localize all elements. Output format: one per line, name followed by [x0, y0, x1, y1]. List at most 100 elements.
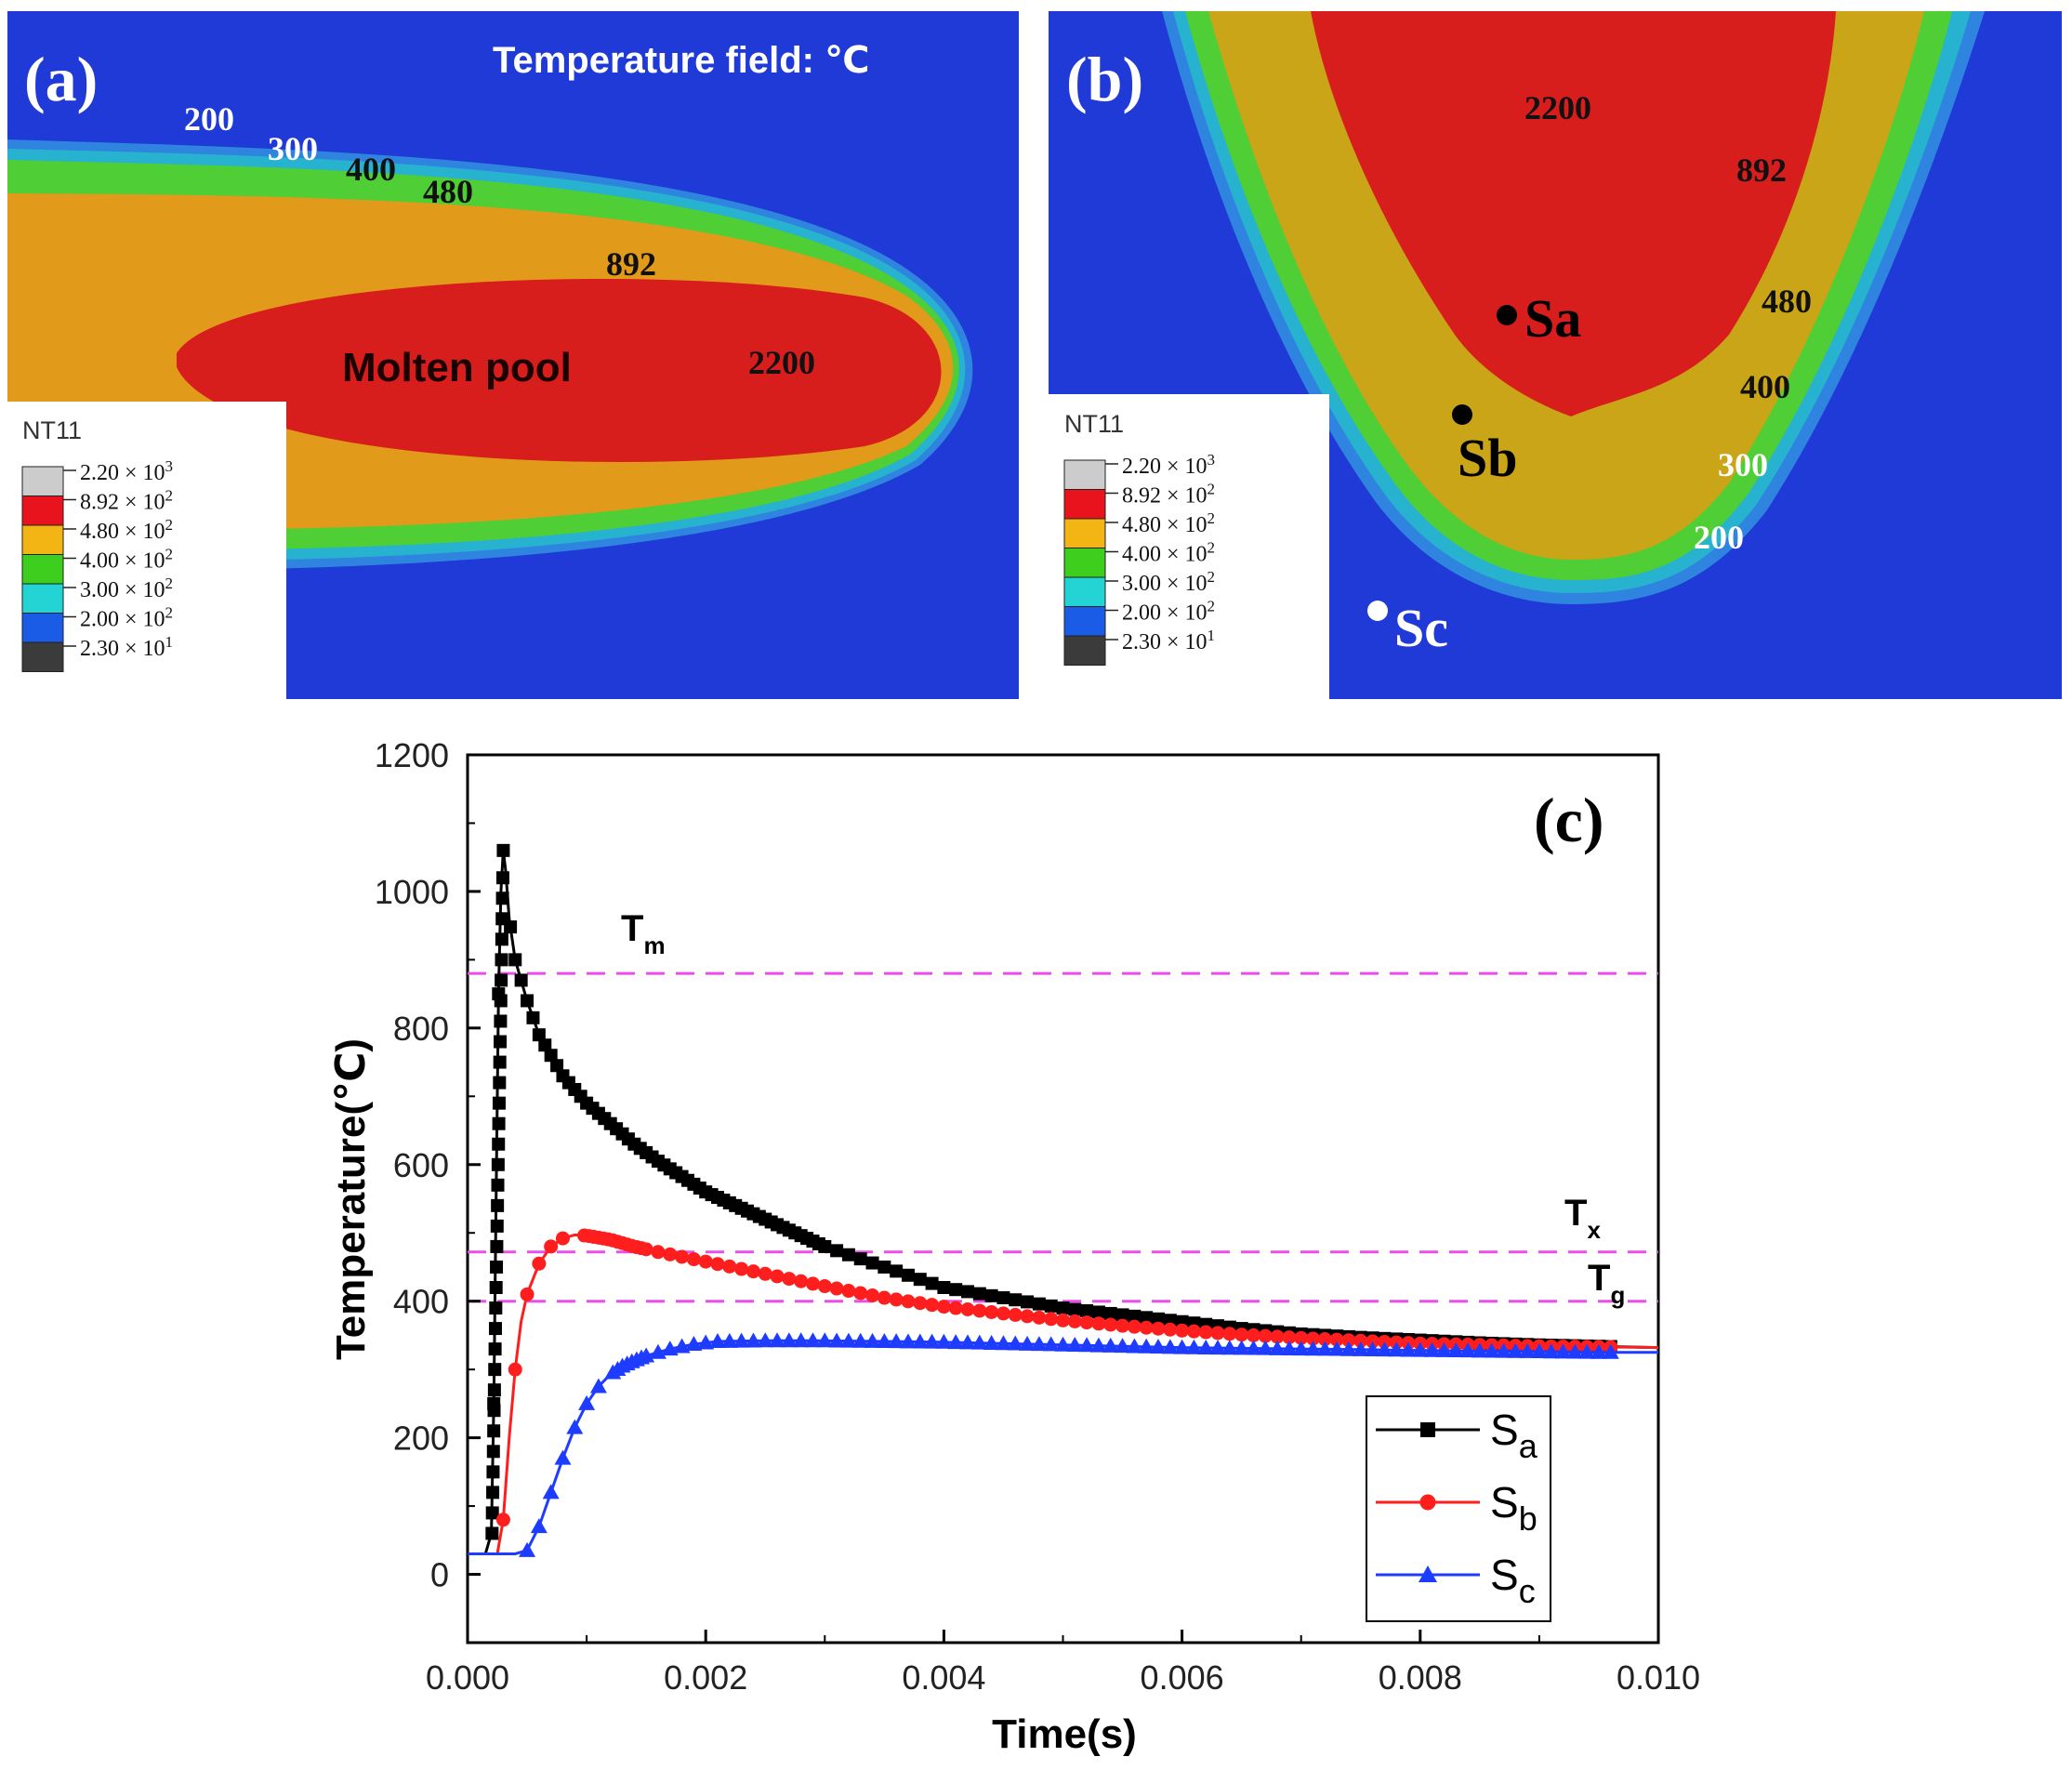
series-marker-sb [817, 1279, 832, 1294]
series-marker-sc [1114, 1338, 1131, 1354]
series-marker-sa [841, 1248, 855, 1261]
series-marker-sb [651, 1245, 666, 1260]
series-marker-sc [1364, 1341, 1381, 1356]
legend-b-swatch [1063, 548, 1106, 578]
molten-pool-b [1311, 11, 1836, 416]
panel-a-contour-300: 300 [268, 130, 318, 167]
series-marker-sc [1161, 1339, 1179, 1354]
series-marker-sa [1068, 1302, 1082, 1316]
legend-b-swatch [1063, 576, 1106, 607]
series-marker-sa [491, 1157, 505, 1171]
series-marker-sb [1282, 1330, 1297, 1345]
series-marker-sb [698, 1254, 713, 1269]
legend-a-swatch [21, 495, 64, 526]
series-marker-sa [878, 1260, 891, 1274]
panel-a-label: (a) [24, 44, 98, 114]
series-marker-sb [1008, 1307, 1023, 1322]
series-marker-sb [984, 1304, 999, 1319]
panel-b-contour-300: 300 [1718, 446, 1768, 483]
panel-b-contour-200: 200 [1694, 519, 1744, 556]
series-marker-sc [1388, 1341, 1406, 1357]
series-marker-sc [1328, 1341, 1346, 1356]
series-marker-sa [818, 1239, 832, 1253]
series-marker-sc [554, 1449, 572, 1465]
series-marker-sa [491, 1198, 505, 1212]
series-marker-sa [492, 1096, 506, 1110]
series-marker-sa [521, 994, 534, 1008]
series-marker-sc [1423, 1341, 1441, 1357]
chart-legend-marker-sa [1420, 1422, 1435, 1437]
series-marker-sa [508, 953, 522, 967]
series-marker-sa [495, 912, 509, 926]
series-marker-sc [589, 1378, 607, 1394]
series-marker-sa [532, 1028, 546, 1042]
series-marker-sb [1198, 1325, 1213, 1340]
series-marker-sb [1341, 1333, 1356, 1348]
series-marker-sa [526, 1010, 540, 1024]
series-marker-sc [959, 1334, 977, 1350]
series-marker-sb [889, 1292, 904, 1307]
series-marker-sb [960, 1302, 975, 1317]
legend-a-swatch [21, 641, 64, 672]
series-marker-sa [1140, 1311, 1154, 1325]
series-marker-sc [1578, 1343, 1596, 1359]
legend-b-swatch [1063, 459, 1106, 490]
series-marker-sb [1044, 1312, 1059, 1327]
series-marker-sc [661, 1341, 679, 1356]
series-marker-sa [492, 1137, 506, 1151]
series-marker-sb [1175, 1323, 1190, 1338]
x-tick-label: 0.008 [1379, 1658, 1462, 1697]
series-marker-sc [899, 1333, 917, 1349]
series-marker-sc [1173, 1339, 1191, 1354]
series-marker-sc [1019, 1335, 1036, 1351]
series-marker-sb [901, 1294, 916, 1309]
x-tick-label: 0.006 [1141, 1658, 1224, 1697]
series-marker-sc [1507, 1342, 1524, 1358]
series-marker-sc [1376, 1341, 1393, 1357]
legend-a-entry-label: 4.00 × 102 [80, 546, 173, 574]
series-marker-sa [925, 1276, 939, 1290]
legend-b-entry-label: 2.00 × 102 [1122, 598, 1215, 626]
series-marker-sb [1294, 1330, 1309, 1345]
series-marker-sc [1519, 1342, 1537, 1358]
point-sa-marker [1497, 305, 1517, 325]
x-tick-label: 0.000 [426, 1658, 509, 1697]
legend-b-swatch [1063, 606, 1106, 637]
series-marker-sb [746, 1264, 760, 1279]
series-marker-sc [530, 1518, 548, 1534]
legend-a-title: NT11 [22, 416, 82, 444]
series-marker-sc [1495, 1342, 1512, 1358]
series-marker-sa [853, 1252, 867, 1266]
series-marker-sc [1221, 1340, 1238, 1355]
series-marker-sc [995, 1335, 1012, 1351]
series-marker-sb [1306, 1331, 1321, 1346]
series-marker-sa [830, 1244, 844, 1258]
series-marker-sc [1483, 1342, 1500, 1358]
chart-legend-marker-sc [1419, 1565, 1437, 1582]
series-marker-sb [1317, 1332, 1332, 1347]
series-marker-sb [1353, 1333, 1368, 1348]
series-marker-sc [1209, 1340, 1227, 1355]
legend-b-entry-label: 2.20 × 103 [1122, 451, 1215, 479]
series-marker-sa [890, 1264, 904, 1278]
molten-pool [177, 279, 942, 462]
series-marker-sb [675, 1249, 690, 1264]
series-marker-sb [1139, 1320, 1154, 1335]
series-marker-sb [1056, 1313, 1070, 1328]
series-marker-sc [1447, 1342, 1465, 1358]
legend-a-entry-label: 2.00 × 102 [80, 604, 173, 632]
legend-b-swatch [1063, 489, 1106, 520]
series-marker-sc [935, 1333, 953, 1349]
point-sb-marker [1452, 404, 1472, 425]
series-marker-sa [949, 1283, 963, 1297]
series-marker-sc [1471, 1342, 1488, 1358]
legend-a-swatch [21, 613, 64, 643]
legend-b-entry-label: 8.92 × 102 [1122, 481, 1215, 509]
chart-legend-box [1366, 1395, 1551, 1622]
series-marker-sc [1292, 1341, 1310, 1356]
series-marker-sc [1459, 1342, 1477, 1358]
series-marker-sa [490, 1239, 504, 1253]
series-marker-sb [710, 1257, 725, 1272]
